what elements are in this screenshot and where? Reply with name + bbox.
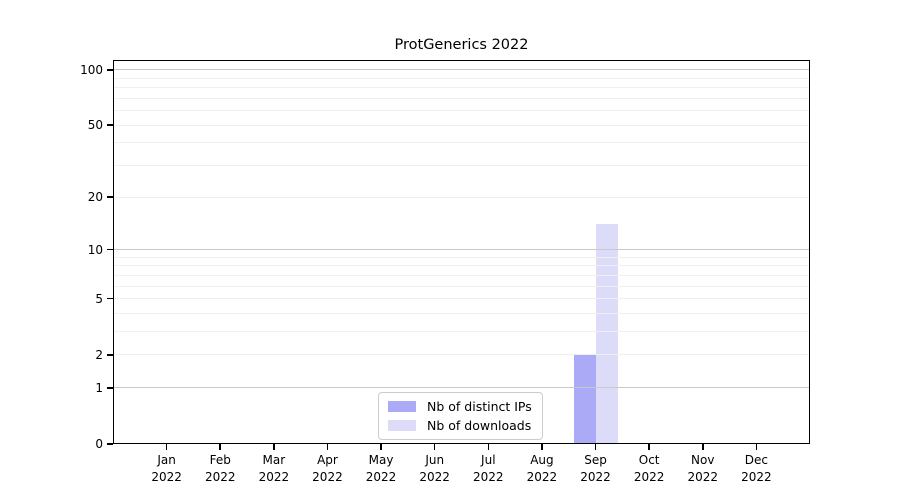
x-tick — [165, 444, 168, 450]
minor-gridline — [113, 265, 810, 267]
minor-gridline — [113, 110, 810, 112]
y-tick — [107, 69, 113, 71]
minor-gridline — [113, 124, 810, 126]
x-tick — [541, 444, 543, 450]
minor-gridline — [113, 196, 810, 198]
x-tick — [326, 444, 329, 450]
legend-item-downloads: Nb of downloads — [388, 418, 532, 433]
y-tick-label: 5 — [95, 291, 103, 306]
y-tick-label: 50 — [87, 118, 103, 133]
legend-label-downloads: Nb of downloads — [427, 418, 532, 433]
y-tick-label: 100 — [80, 62, 103, 77]
y-tick — [107, 354, 113, 356]
legend: Nb of distinct IPs Nb of downloads — [378, 392, 543, 440]
plot-frame — [113, 60, 810, 444]
minor-gridline — [113, 331, 810, 333]
minor-gridline — [113, 97, 810, 99]
minor-gridline — [113, 285, 810, 287]
x-tick-label: Nov 2022 — [687, 453, 719, 484]
minor-gridline — [113, 142, 810, 144]
y-tick — [107, 443, 113, 445]
y-tick-label: 2 — [95, 347, 103, 362]
y-tick-label: 10 — [87, 242, 103, 257]
x-tick-label: Jun 2022 — [419, 453, 450, 484]
x-tick-label: Feb 2022 — [204, 453, 236, 484]
x-tick-label: Aug 2022 — [526, 453, 558, 484]
x-tick-label: Jul 2022 — [473, 453, 504, 484]
x-tick — [648, 444, 650, 450]
minor-gridline — [113, 298, 810, 300]
chart-title: ProtGenerics 2022 — [394, 37, 529, 53]
legend-label-distinct-ips: Nb of distinct IPs — [427, 399, 532, 414]
major-gridline — [113, 387, 810, 389]
y-tick — [107, 196, 113, 198]
y-tick-label: 20 — [87, 190, 103, 205]
x-tick-label: Jan 2022 — [151, 453, 182, 484]
x-tick — [594, 444, 597, 450]
x-tick — [702, 444, 704, 450]
minor-gridline — [113, 165, 810, 167]
x-tick — [273, 444, 275, 450]
bar-nb-of-distinct-ips — [573, 354, 596, 444]
x-tick — [219, 444, 221, 450]
x-tick-label: Sep 2022 — [580, 453, 611, 484]
legend-swatch-distinct-ips-icon — [388, 401, 416, 412]
x-tick-label: Oct 2022 — [633, 453, 665, 484]
y-tick — [107, 387, 113, 389]
legend-item-distinct-ips: Nb of distinct IPs — [388, 399, 532, 414]
x-tick-label: Apr 2022 — [312, 453, 343, 484]
bar-nb-of-downloads — [595, 224, 618, 444]
major-gridline — [113, 249, 810, 251]
x-tick-label: Dec 2022 — [741, 453, 772, 484]
y-tick — [107, 248, 113, 251]
x-tick — [487, 444, 490, 450]
y-tick — [107, 124, 113, 126]
minor-gridline — [113, 256, 810, 258]
y-tick — [107, 297, 113, 300]
x-tick — [755, 444, 758, 450]
y-tick-label: 1 — [95, 380, 103, 395]
minor-gridline — [113, 354, 810, 356]
minor-gridline — [113, 77, 810, 79]
x-tick-label: Mar 2022 — [258, 453, 290, 484]
major-gridline — [113, 69, 810, 71]
minor-gridline — [113, 313, 810, 314]
x-tick — [433, 444, 436, 450]
minor-gridline — [113, 274, 810, 276]
x-tick-label: May 2022 — [365, 453, 397, 484]
y-tick-label: 0 — [95, 437, 103, 451]
x-tick — [380, 444, 382, 450]
legend-swatch-downloads-icon — [388, 420, 416, 431]
minor-gridline — [113, 87, 810, 89]
